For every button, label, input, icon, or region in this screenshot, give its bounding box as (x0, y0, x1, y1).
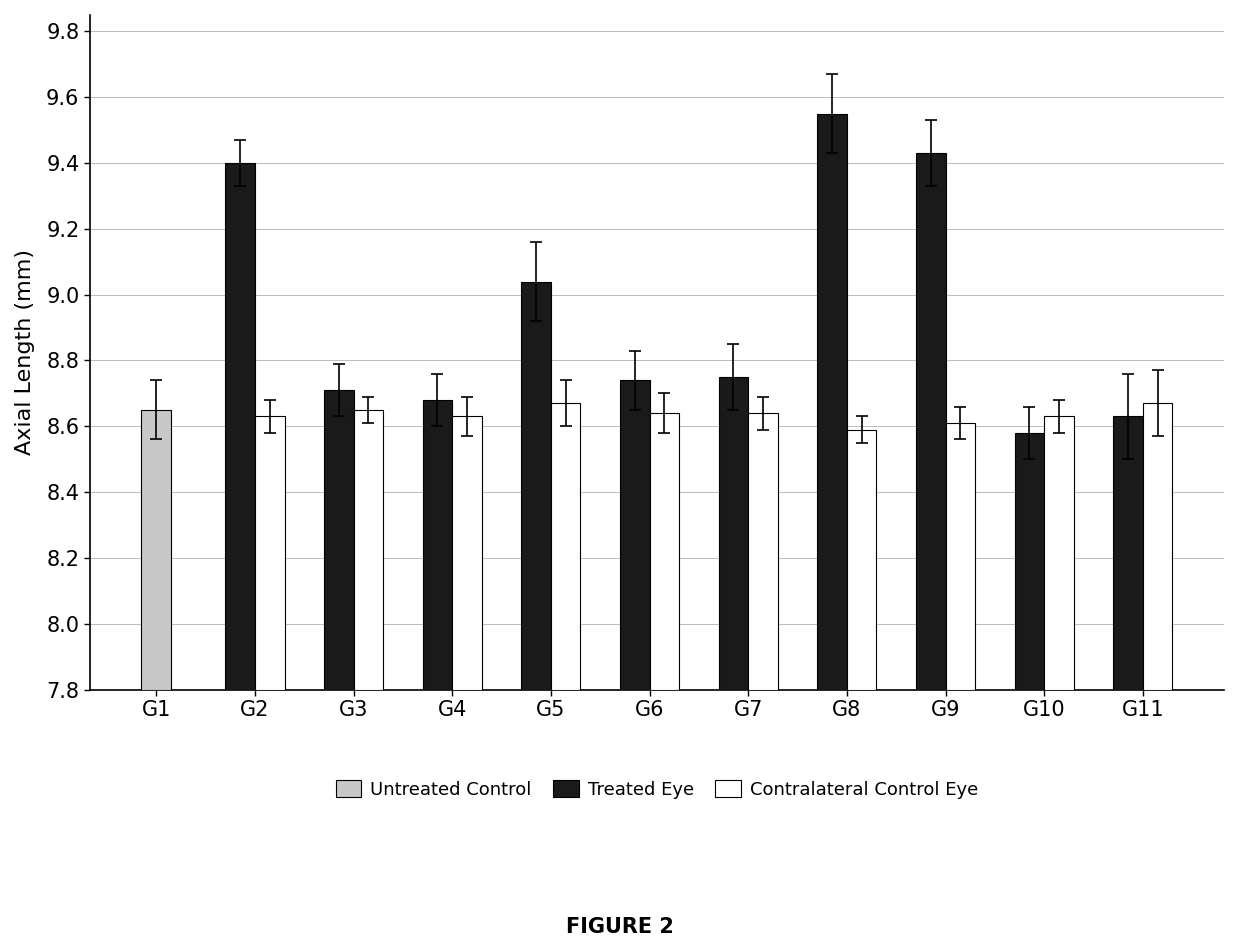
Bar (225, 163, 255, 689)
Bar (452, 417, 482, 689)
Bar (522, 281, 551, 689)
Y-axis label: Axial Length (mm): Axial Length (mm) (15, 249, 35, 456)
Bar (1142, 403, 1172, 689)
Bar (323, 390, 353, 689)
Bar (422, 400, 452, 689)
Bar (916, 153, 945, 689)
Bar (255, 417, 285, 689)
Bar (945, 423, 975, 689)
Bar (551, 403, 581, 689)
Text: FIGURE 2: FIGURE 2 (565, 917, 674, 938)
Bar (719, 377, 748, 689)
Bar (1114, 417, 1142, 689)
Bar (818, 114, 847, 689)
Bar (1044, 417, 1074, 689)
Bar (748, 413, 778, 689)
Bar (1015, 433, 1044, 689)
Bar (141, 410, 171, 689)
Bar (847, 430, 876, 689)
Bar (620, 380, 649, 689)
Legend: Untreated Control, Treated Eye, Contralateral Control Eye: Untreated Control, Treated Eye, Contrala… (328, 773, 985, 806)
Bar (353, 410, 383, 689)
Bar (649, 413, 679, 689)
